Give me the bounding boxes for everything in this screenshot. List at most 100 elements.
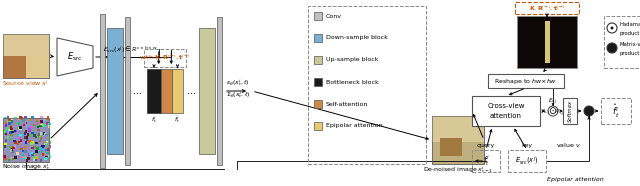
Bar bbox=[37, 135, 40, 138]
Bar bbox=[314, 100, 322, 108]
Bar bbox=[31, 132, 34, 134]
Bar bbox=[40, 146, 43, 149]
Bar bbox=[33, 156, 35, 158]
Bar bbox=[47, 133, 49, 135]
Bar bbox=[10, 126, 12, 129]
Circle shape bbox=[548, 106, 558, 116]
Bar bbox=[10, 149, 12, 152]
Bar bbox=[22, 119, 25, 122]
Text: query: query bbox=[477, 142, 495, 147]
Bar bbox=[38, 133, 40, 136]
Bar bbox=[107, 28, 123, 154]
Text: ...: ... bbox=[188, 86, 196, 96]
Bar bbox=[49, 141, 51, 144]
Bar bbox=[14, 145, 17, 148]
Text: $\Sigma_\theta(x_t^i,t)$: $\Sigma_\theta(x_t^i,t)$ bbox=[226, 90, 250, 100]
Bar bbox=[46, 152, 49, 154]
Bar bbox=[31, 152, 33, 155]
Bar bbox=[20, 132, 22, 134]
Bar bbox=[10, 157, 13, 159]
Text: product: product bbox=[620, 31, 640, 36]
Bar bbox=[22, 150, 25, 152]
Bar bbox=[48, 137, 51, 139]
Text: $\odot$: $\odot$ bbox=[548, 105, 557, 116]
Bar bbox=[19, 128, 22, 130]
Bar bbox=[545, 21, 550, 63]
Bar bbox=[44, 145, 47, 147]
Bar bbox=[4, 139, 7, 142]
Bar bbox=[8, 131, 11, 133]
Polygon shape bbox=[57, 38, 93, 76]
Text: Source view $x^j$: Source view $x^j$ bbox=[3, 78, 49, 88]
Bar bbox=[314, 78, 322, 86]
Bar bbox=[11, 147, 13, 150]
Bar bbox=[4, 117, 6, 119]
Bar bbox=[43, 118, 45, 121]
Bar bbox=[44, 158, 47, 160]
Bar bbox=[27, 134, 29, 136]
Bar bbox=[24, 136, 26, 139]
Bar bbox=[20, 147, 23, 149]
Bar bbox=[36, 122, 39, 124]
Bar bbox=[13, 130, 16, 132]
Bar bbox=[49, 156, 51, 159]
Bar bbox=[314, 56, 322, 64]
Bar bbox=[47, 122, 49, 125]
Bar bbox=[33, 158, 35, 161]
Bar bbox=[47, 116, 49, 119]
Bar bbox=[314, 12, 322, 20]
Bar bbox=[147, 69, 161, 113]
Bar bbox=[35, 136, 37, 138]
Bar bbox=[20, 147, 22, 150]
Bar bbox=[10, 128, 13, 131]
Bar bbox=[48, 123, 51, 125]
Text: Epipolar attention: Epipolar attention bbox=[547, 177, 604, 182]
Bar bbox=[33, 134, 36, 137]
Bar bbox=[37, 129, 40, 131]
Bar bbox=[20, 139, 22, 142]
Circle shape bbox=[584, 106, 594, 116]
Bar bbox=[40, 132, 42, 135]
Bar bbox=[19, 116, 22, 119]
Bar bbox=[432, 116, 484, 142]
Bar bbox=[24, 116, 27, 119]
Bar bbox=[508, 150, 546, 172]
Bar bbox=[217, 17, 222, 165]
Bar bbox=[3, 118, 49, 162]
Bar bbox=[24, 132, 26, 135]
Bar bbox=[22, 156, 24, 158]
Text: key: key bbox=[522, 142, 532, 147]
Bar bbox=[48, 155, 51, 157]
Bar bbox=[28, 153, 31, 156]
Bar bbox=[8, 120, 10, 122]
Bar bbox=[18, 127, 20, 130]
Bar bbox=[45, 134, 47, 136]
Bar bbox=[19, 134, 22, 136]
Bar bbox=[38, 140, 41, 142]
Bar bbox=[29, 118, 31, 121]
Bar bbox=[19, 126, 22, 129]
Text: Epipolar attention: Epipolar attention bbox=[326, 124, 383, 129]
Bar bbox=[43, 132, 45, 135]
Bar bbox=[35, 150, 38, 153]
Bar bbox=[8, 128, 11, 131]
Bar bbox=[8, 118, 11, 121]
Bar bbox=[3, 118, 49, 162]
Bar bbox=[472, 150, 500, 172]
Bar bbox=[27, 122, 29, 124]
Bar bbox=[27, 125, 29, 128]
Bar bbox=[44, 143, 47, 145]
Bar bbox=[35, 136, 38, 138]
Circle shape bbox=[611, 26, 614, 30]
Bar bbox=[49, 145, 51, 148]
Bar bbox=[8, 129, 11, 131]
Bar bbox=[472, 96, 540, 126]
Bar bbox=[28, 140, 31, 143]
Bar bbox=[40, 147, 42, 150]
Bar bbox=[17, 142, 19, 145]
Text: Bottleneck block: Bottleneck block bbox=[326, 79, 379, 84]
Bar bbox=[18, 118, 20, 120]
Bar bbox=[13, 140, 16, 142]
Bar bbox=[8, 122, 11, 125]
Bar bbox=[46, 122, 48, 124]
